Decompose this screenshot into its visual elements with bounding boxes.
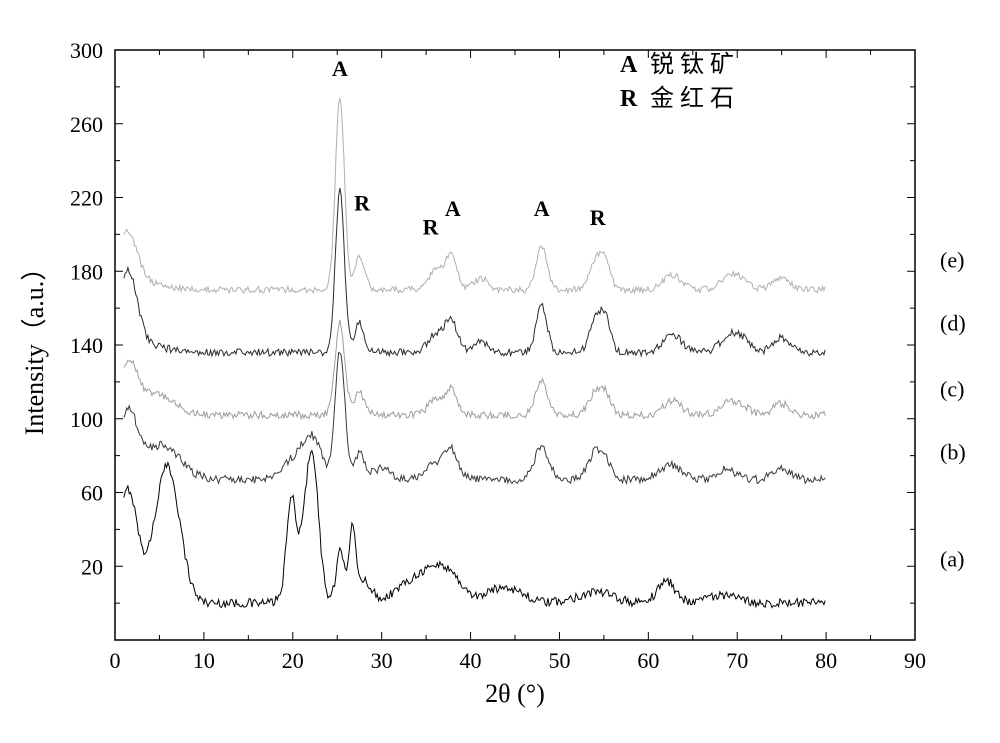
legend-abbr: R bbox=[620, 86, 638, 112]
y-tick-label: 300 bbox=[70, 38, 103, 63]
series-label-a: (a) bbox=[940, 546, 964, 571]
peak-annotation: A bbox=[534, 196, 550, 221]
series-label-d: (d) bbox=[940, 310, 966, 335]
peak-annotation: R bbox=[354, 190, 371, 215]
y-axis-title: Intensity（a.u.） bbox=[20, 255, 49, 436]
chart-svg: 0 10 20 30 40 50 60 70 80 90 20 60 100 140 180 220 260 30… bbox=[0, 0, 1000, 743]
series-label-b: (b) bbox=[940, 439, 966, 464]
series-label-c: (c) bbox=[940, 377, 964, 402]
x-tick-label: 20 bbox=[282, 648, 304, 673]
x-tick-label: 90 bbox=[904, 648, 926, 673]
y-tick-label: 100 bbox=[70, 407, 103, 432]
x-tick-label: 40 bbox=[460, 648, 482, 673]
y-tick-label: 140 bbox=[70, 333, 103, 358]
legend-abbr: A bbox=[620, 52, 638, 78]
legend-text: 锐 钛 矿 bbox=[650, 51, 734, 78]
peak-annotation: A bbox=[332, 56, 348, 81]
y-tick-label: 260 bbox=[70, 112, 103, 137]
xrd-chart: 0 10 20 30 40 50 60 70 80 90 20 60 100 140 180 220 260 30… bbox=[0, 0, 1000, 743]
peak-annotation: A bbox=[445, 196, 461, 221]
series-c bbox=[124, 320, 825, 419]
y-tick-label: 20 bbox=[81, 554, 103, 579]
x-tick-label: 70 bbox=[726, 648, 748, 673]
x-tick-label: 50 bbox=[548, 648, 570, 673]
y-tick-label: 180 bbox=[70, 259, 103, 284]
peak-annotation: R bbox=[423, 214, 440, 239]
y-tick-label: 220 bbox=[70, 186, 103, 211]
series-label-e: (e) bbox=[940, 248, 964, 273]
x-tick-label: 30 bbox=[371, 648, 393, 673]
x-tick-label: 80 bbox=[815, 648, 837, 673]
series-e bbox=[124, 98, 825, 293]
legend-text: 金 红 石 bbox=[650, 85, 734, 112]
x-tick-label: 10 bbox=[193, 648, 215, 673]
peak-annotation: R bbox=[590, 205, 607, 230]
series-d bbox=[124, 188, 825, 356]
series-b bbox=[124, 353, 825, 484]
x-axis-title: 2θ (°) bbox=[485, 679, 545, 708]
y-tick-label: 60 bbox=[81, 481, 103, 506]
x-tick-label: 0 bbox=[110, 648, 121, 673]
x-tick-label: 60 bbox=[637, 648, 659, 673]
